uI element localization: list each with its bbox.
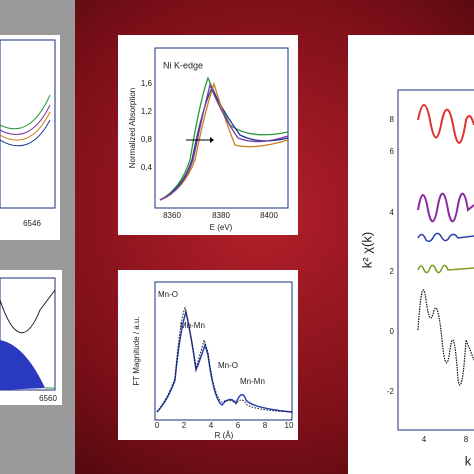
- x-axis-label: E (eV): [210, 223, 233, 232]
- annotation: Mn-O: [218, 361, 238, 370]
- y-tick-label: 8: [390, 115, 395, 124]
- annotation: Mn-O: [158, 290, 178, 299]
- x-tick-label: 0: [155, 421, 160, 430]
- y-tick-label: 4: [390, 208, 395, 217]
- panel-ft-magnitude: FT Magnitude / a.u. 0 2 4 6 8 10 R (Å) M…: [118, 270, 298, 440]
- x-tick-label: 6560: [39, 394, 57, 403]
- x-tick-label: 8: [263, 421, 268, 430]
- panel-bottom-left: 6560: [0, 270, 62, 405]
- y-tick-label: 6: [390, 147, 395, 156]
- panel-title: Ni K-edge: [163, 60, 203, 70]
- x-axis-label: k: [465, 453, 472, 468]
- x-tick-label: 8: [464, 435, 469, 444]
- y-tick-label: 1,2: [141, 107, 153, 116]
- annotation: Mn-Mn: [180, 321, 205, 330]
- x-tick-label: 4: [209, 421, 214, 430]
- y-axis-label: k² χ(k): [359, 232, 374, 268]
- x-tick-label: 6546: [23, 219, 41, 228]
- y-tick-label: 1,6: [141, 79, 153, 88]
- x-tick-label: 4: [422, 435, 427, 444]
- x-axis-label: R (Å): [215, 431, 234, 440]
- y-tick-label: -2: [387, 387, 395, 396]
- x-tick-label: 2: [182, 421, 187, 430]
- y-axis-label: FT Magnitude / a.u.: [132, 316, 141, 385]
- y-tick-label: 0,8: [141, 135, 153, 144]
- y-tick-label: 0: [390, 327, 395, 336]
- panel-ni-k-edge: Ni K-edge Normalized Absorption 1,6 1,2 …: [118, 35, 298, 235]
- panel-top-left: 6546: [0, 35, 60, 240]
- annotation: Mn-Mn: [240, 377, 265, 386]
- x-tick-label: 6: [236, 421, 241, 430]
- x-tick-label: 8380: [212, 211, 230, 220]
- x-tick-label: 8400: [260, 211, 278, 220]
- y-tick-label: 2: [390, 267, 395, 276]
- y-axis-label: Normalized Absorption: [128, 88, 137, 168]
- panel-exafs: k² χ(k) 8 6 4 2 0 -2 4 8 k: [348, 35, 474, 474]
- x-tick-label: 8360: [163, 211, 181, 220]
- y-tick-label: 0,4: [141, 163, 153, 172]
- x-tick-label: 10: [285, 421, 294, 430]
